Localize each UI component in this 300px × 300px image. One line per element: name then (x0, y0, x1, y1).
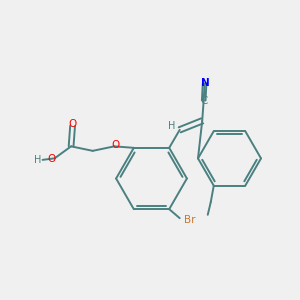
Text: H: H (34, 155, 42, 165)
Text: C: C (201, 96, 208, 106)
Text: H: H (168, 121, 175, 131)
Text: O: O (111, 140, 119, 150)
Text: O: O (47, 154, 56, 164)
Text: Br: Br (184, 215, 196, 225)
Text: O: O (68, 118, 77, 128)
Text: N: N (201, 78, 210, 88)
